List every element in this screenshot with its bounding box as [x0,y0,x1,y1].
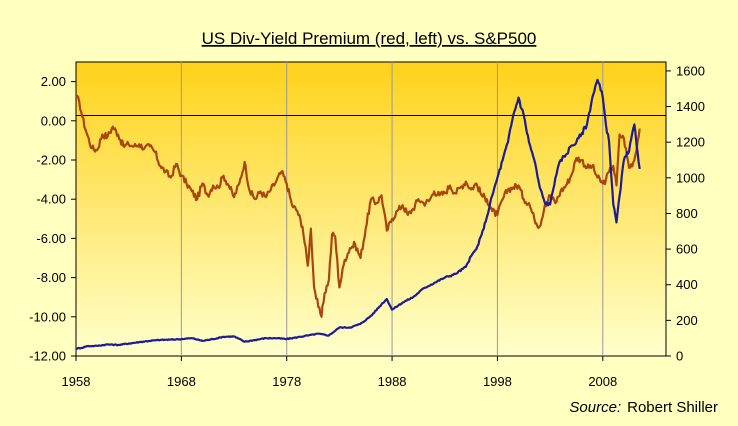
source-label: Source: [569,399,621,416]
right-axis: 1600 1400 1200 1000 800 600 400 200 0 [666,63,705,364]
right-tick-label: 600 [676,242,698,257]
x-tick-label: 1978 [272,374,301,389]
grid-lines [180,62,604,356]
x-tick-label: 1968 [167,374,196,389]
left-tick-label: -10.00 [29,309,66,324]
x-tick-label: 1958 [62,374,91,389]
x-axis: 1958 1968 1978 1988 1998 2008 [62,356,617,389]
div-yield-premium-line [75,94,641,318]
source-value: Robert Shiller [627,399,718,416]
right-tick-label: 1600 [676,63,705,78]
right-tick-label: 400 [676,277,698,292]
left-tick-label: -8.00 [36,270,66,285]
chart-title: US Div-Yield Premium (red, left) vs. S&P… [202,29,537,48]
right-tick-label: 1000 [676,170,705,185]
sp500-line [75,78,641,350]
left-axis: 2.00 0.00 -2.00 -4.00 -6.00 -8.00 -10.00 -12.00 [29,74,76,364]
x-tick-label: 1988 [378,374,407,389]
left-tick-label: -4.00 [36,192,66,207]
left-tick-label: 2.00 [41,74,66,89]
x-tick-label: 2008 [588,374,617,389]
plot-area [75,61,667,357]
right-tick-label: 800 [676,206,698,221]
left-tick-label: 0.00 [41,113,66,128]
source-note: Source: Robert Shiller [569,399,718,416]
right-tick-label: 0 [676,349,683,364]
x-tick-label: 1998 [483,374,512,389]
left-tick-label: -6.00 [36,231,66,246]
left-tick-label: -2.00 [36,153,66,168]
left-tick-label: -12.00 [29,349,66,364]
right-tick-label: 1200 [676,135,705,150]
series-group [75,78,641,350]
right-tick-label: 200 [676,313,698,328]
right-tick-label: 1400 [676,99,705,114]
